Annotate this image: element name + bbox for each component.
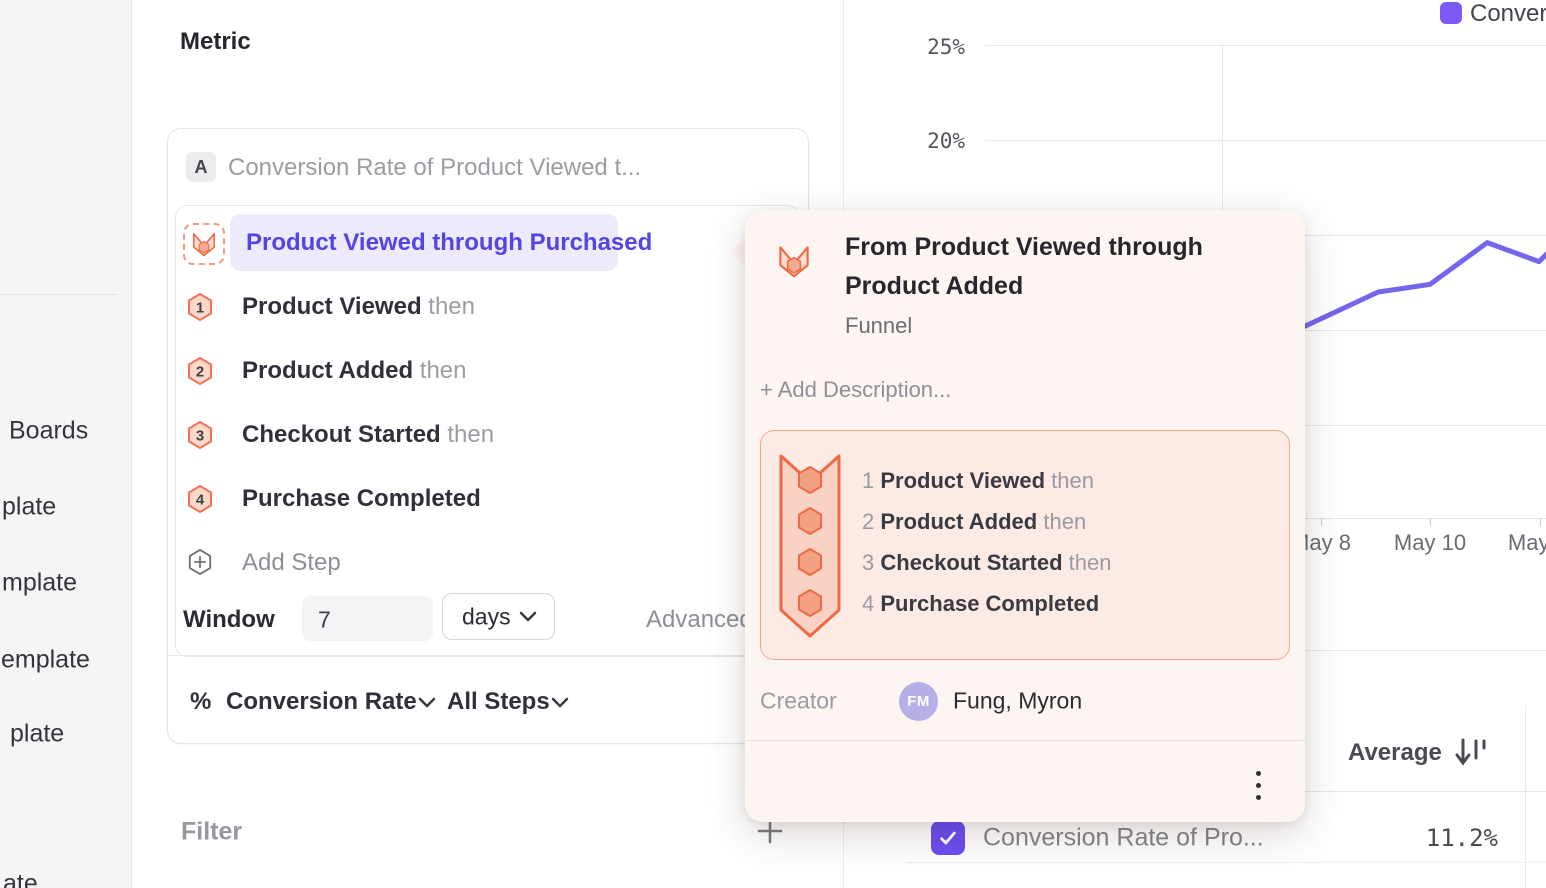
- popover-step-1: 1 Product Viewed then: [862, 468, 1094, 493]
- table-row-value: 11.2%: [1425, 824, 1498, 852]
- table-row-border: [907, 862, 1546, 863]
- y-tick-25: 25%: [927, 35, 965, 59]
- gridline-25: [985, 45, 1546, 46]
- svg-text:3: 3: [196, 428, 204, 445]
- popover-steps-card: [760, 430, 1290, 660]
- popover-step-3: 3 Checkout Started then: [862, 550, 1112, 575]
- selected-funnel-label[interactable]: Product Viewed through Purchased: [246, 229, 653, 256]
- advanced-button[interactable]: Advanced: [646, 606, 753, 633]
- step-3-badge: 3: [188, 421, 212, 449]
- chevron-down-icon[interactable]: [551, 697, 569, 708]
- step-row-1[interactable]: Product Viewed then: [242, 293, 475, 321]
- add-filter-icon[interactable]: [757, 818, 783, 844]
- gridline-20: [985, 140, 1546, 141]
- creator-name: Fung, Myron: [953, 687, 1083, 714]
- svg-text:4: 4: [196, 492, 205, 509]
- x-tick-may10: May 10: [1393, 530, 1467, 555]
- step-4-name: Purchase Completed: [242, 485, 481, 512]
- table-header-average[interactable]: Average: [1348, 739, 1442, 766]
- legend-swatch: [1440, 2, 1462, 24]
- measure-rate-dropdown[interactable]: Conversion Rate: [226, 688, 417, 715]
- sidebar-item-template3[interactable]: emplate: [1, 645, 90, 674]
- step-3-name: Checkout Started: [242, 421, 441, 448]
- table-column-divider: [1525, 706, 1526, 888]
- table-row-label[interactable]: Conversion Rate of Pro...: [983, 823, 1264, 852]
- popover-type-label: Funnel: [845, 313, 913, 338]
- window-unit-select[interactable]: [442, 593, 555, 640]
- chevron-down-icon[interactable]: [418, 697, 436, 708]
- step-2-name: Product Added: [242, 357, 414, 384]
- y-tick-20: 20%: [927, 129, 965, 153]
- svg-text:2: 2: [196, 364, 204, 381]
- step-3-then: then: [447, 421, 495, 448]
- sidebar-item-boards[interactable]: Boards: [9, 416, 89, 445]
- popover-title: From Product Viewed through Product Adde…: [845, 233, 1203, 300]
- kebab-dot: [1256, 771, 1261, 776]
- row-checkbox[interactable]: [931, 821, 965, 855]
- svg-text:1: 1: [196, 300, 204, 317]
- check-icon: [940, 831, 956, 845]
- measure-scope-dropdown[interactable]: All Steps: [447, 688, 550, 715]
- step-row-3[interactable]: Checkout Started then: [242, 421, 494, 449]
- sidebar-item-template4[interactable]: plate: [10, 719, 65, 748]
- sort-descending-icon[interactable]: [1455, 738, 1489, 768]
- popover-footer-divider: [745, 740, 1305, 741]
- add-description-button[interactable]: + Add Description...: [760, 377, 952, 402]
- more-options-button[interactable]: [1245, 768, 1275, 812]
- step-1-then: then: [428, 293, 475, 320]
- x-tick-may12: May 12: [1507, 530, 1546, 555]
- funnel-banner-icon: [779, 454, 841, 638]
- popover-step-2: 2 Product Added then: [862, 509, 1087, 534]
- filter-section-title: Filter: [181, 817, 243, 846]
- measure-pct: %: [190, 688, 212, 715]
- window-value-input[interactable]: [302, 596, 433, 641]
- funnel-drag-icon[interactable]: [183, 223, 225, 265]
- step-2-then: then: [419, 357, 467, 384]
- window-label: Window: [183, 606, 275, 633]
- card-divider: [168, 655, 806, 656]
- step-1-badge: 1: [188, 293, 212, 321]
- sidebar-divider: [0, 294, 118, 295]
- x-tick-mark: [1321, 518, 1322, 526]
- x-tick-mark: [1540, 518, 1541, 526]
- metric-section-title: Metric: [180, 28, 251, 55]
- kebab-dot: [1256, 795, 1261, 800]
- kebab-dot: [1256, 783, 1261, 788]
- step-4-badge: 4: [188, 485, 212, 513]
- window-unit-text: days: [462, 603, 511, 630]
- step-row-4[interactable]: Purchase Completed: [242, 485, 481, 513]
- sidebar-item-template1[interactable]: plate: [2, 492, 57, 521]
- series-badge: A: [186, 152, 216, 182]
- step-2-badge: 2: [188, 357, 212, 385]
- add-step-button[interactable]: Add Step: [242, 549, 341, 576]
- sidebar-item-template5[interactable]: ate: [3, 869, 38, 888]
- add-step-icon[interactable]: [187, 548, 213, 576]
- x-tick-mark: [1430, 518, 1431, 526]
- creator-avatar: FM: [899, 682, 938, 721]
- chevron-down-icon: [519, 611, 537, 622]
- funnel-icon: [779, 246, 809, 278]
- popover-step-4: 4 Purchase Completed: [862, 591, 1100, 616]
- step-1-name: Product Viewed: [242, 293, 422, 320]
- selected-funnel-row[interactable]: [230, 214, 618, 271]
- sidebar-item-template2[interactable]: mplate: [2, 568, 78, 597]
- funnel-icon: [193, 233, 215, 257]
- window-value-text: 7: [318, 606, 331, 633]
- step-row-2[interactable]: Product Added then: [242, 357, 467, 385]
- legend-label[interactable]: Conver: [1470, 0, 1546, 27]
- funnel-popover: From Product Viewed through Product Adde…: [745, 210, 1305, 822]
- creator-label: Creator: [760, 687, 837, 714]
- series-title[interactable]: Conversion Rate of Product Viewed t...: [228, 154, 642, 181]
- left-sidebar: Boards plate mplate emplate plate ate: [0, 0, 132, 888]
